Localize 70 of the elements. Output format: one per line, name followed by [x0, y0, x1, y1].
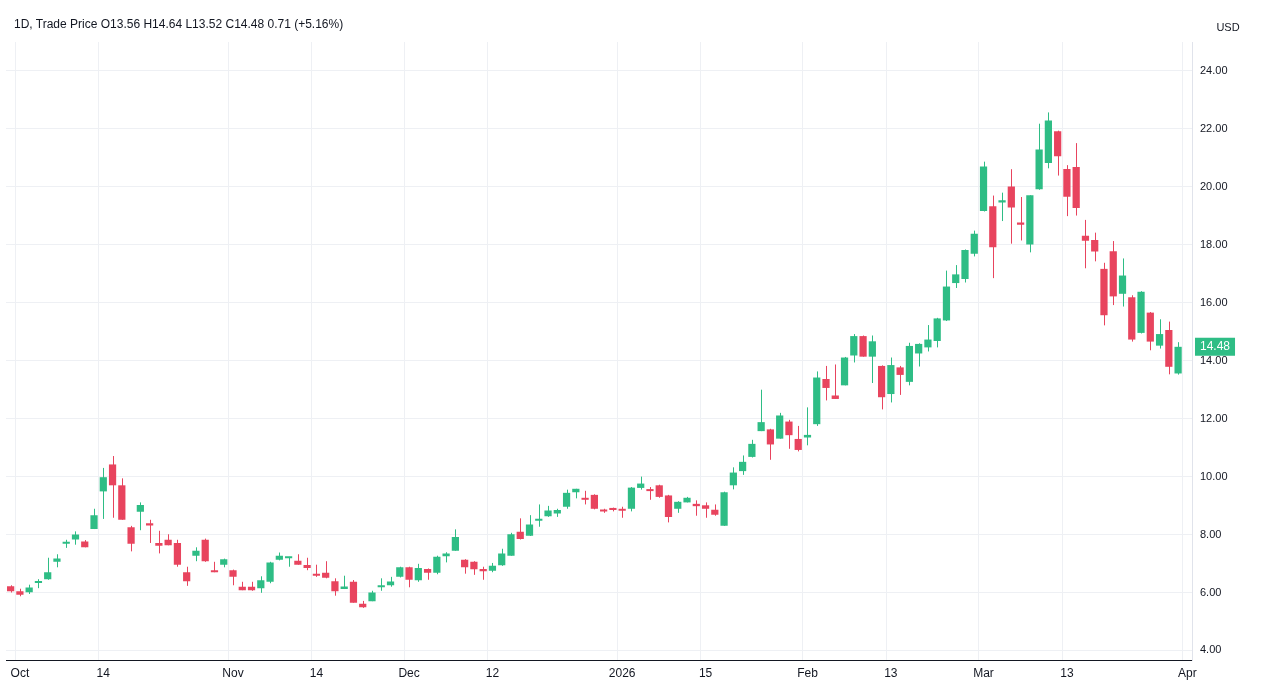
chart-title: 1D, Trade Price O13.56 H14.64 L13.52 C14.48 0.71 (+5.16%) [14, 17, 344, 32]
y-tick-label: 18.00 [1200, 237, 1228, 250]
candlestick [766, 428, 775, 461]
candlestick [451, 528, 459, 552]
candlestick [136, 501, 144, 531]
candlestick [155, 530, 163, 554]
x-tick-label: 13 [1060, 666, 1074, 681]
candlestick [627, 486, 636, 512]
candlestick [507, 532, 515, 557]
candlestick [1007, 168, 1015, 245]
candlestick [377, 577, 385, 592]
candlestick [776, 412, 784, 440]
y-tick-label: 8.00 [1200, 527, 1222, 540]
y-tick-label: 4.00 [1200, 643, 1222, 656]
candlestick [970, 230, 978, 257]
candlestick [952, 264, 960, 289]
candlestick [924, 324, 932, 352]
y-tick-label: 6.00 [1200, 585, 1222, 598]
x-tick-label: Apr [1178, 666, 1197, 681]
candlestick [108, 455, 117, 519]
candlestick [1091, 232, 1099, 262]
candlestick [933, 317, 941, 348]
candlestick [99, 467, 107, 520]
candlestick [785, 419, 793, 450]
y-tick-label: 16.00 [1200, 295, 1228, 308]
annotation: 14.48 [1200, 339, 1231, 354]
candlestick [998, 192, 1006, 222]
candlestick [739, 454, 747, 476]
x-tick-label: 12 [485, 666, 500, 681]
y-tick-label: 12.00 [1200, 411, 1228, 424]
y-axis-title: USD [1216, 21, 1240, 34]
x-tick-label: 13 [884, 666, 898, 681]
x-tick-label: Oct [10, 666, 30, 681]
x-tick-label: Nov [222, 666, 244, 681]
candlestick [173, 539, 182, 568]
y-tick-label: 22.00 [1200, 121, 1228, 134]
candlestick [868, 335, 876, 384]
candlestick [284, 556, 293, 568]
candlestick [535, 503, 543, 528]
candlestick [1081, 219, 1090, 269]
candlestick [794, 425, 802, 452]
candlestick [1155, 318, 1164, 350]
x-tick-label: Mar [973, 666, 994, 681]
x-tick-label: Dec [398, 666, 420, 681]
y-tick-label: 14.00 [1200, 353, 1228, 366]
x-tick-label: 14 [309, 666, 324, 681]
x-tick-label: 14 [96, 666, 111, 681]
y-tick-label: 24.00 [1200, 64, 1228, 77]
y-tick-label: 10.00 [1200, 469, 1228, 482]
candlestick [757, 389, 765, 432]
candlestick [201, 538, 209, 563]
candlestick [915, 342, 923, 368]
x-tick-label: 2026 [608, 666, 636, 681]
candlestick [44, 557, 52, 581]
candlestick [349, 579, 358, 604]
candlestick [562, 489, 571, 510]
candlestick [146, 519, 154, 544]
candlestick [822, 365, 830, 401]
candlestick [850, 333, 858, 363]
x-tick-label: Feb [797, 666, 819, 681]
candlestick [831, 363, 839, 400]
y-tick-label: 20.00 [1200, 179, 1228, 192]
candlestick [664, 494, 673, 523]
candlestick [1118, 257, 1127, 308]
x-tick-label: 15 [698, 666, 713, 681]
candlestick [433, 555, 441, 575]
candlestick [896, 365, 904, 396]
candlestick [729, 466, 737, 490]
candlestick [183, 566, 191, 587]
candlestick [127, 525, 135, 552]
